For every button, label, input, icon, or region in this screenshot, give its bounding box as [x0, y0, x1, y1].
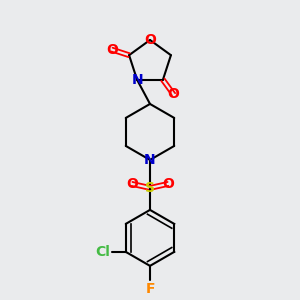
Text: F: F	[145, 282, 155, 296]
Text: O: O	[168, 87, 179, 101]
Text: O: O	[144, 33, 156, 47]
Text: Cl: Cl	[95, 245, 110, 259]
Text: O: O	[162, 177, 174, 191]
Text: O: O	[106, 43, 118, 57]
Text: N: N	[144, 153, 156, 167]
Text: O: O	[126, 177, 138, 191]
Text: S: S	[145, 181, 155, 195]
Text: N: N	[131, 73, 143, 87]
